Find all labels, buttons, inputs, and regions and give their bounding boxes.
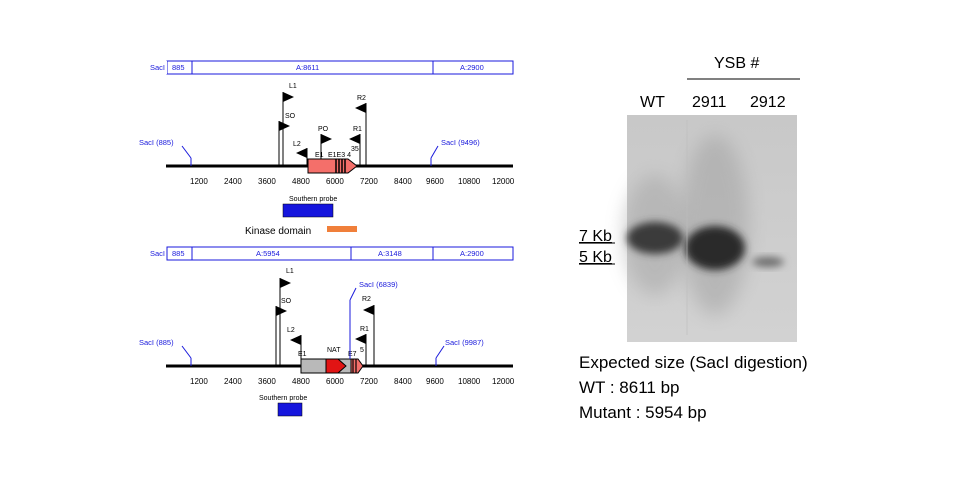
top-primer-r1: R1 bbox=[353, 126, 362, 133]
top-seg-a2900: A:2900 bbox=[460, 63, 484, 72]
bottom-tick: 10800 bbox=[458, 377, 481, 386]
top-site-9496: SacI (9496) bbox=[441, 138, 480, 147]
band-2911 bbox=[685, 226, 745, 270]
top-primer-po: PO bbox=[318, 126, 329, 133]
flag-icon bbox=[363, 305, 374, 315]
bottom-segment-bar: SacI 885 A:5954 A:3148 A:2900 bbox=[150, 246, 514, 261]
bottom-primer-l1: L1 bbox=[286, 268, 294, 275]
bottom-site-9987: SacI (9987) bbox=[445, 338, 484, 347]
flag-icon bbox=[279, 121, 290, 131]
bottom-tick: 12000 bbox=[492, 377, 515, 386]
flag-icon bbox=[355, 103, 366, 113]
nat-marker bbox=[325, 358, 347, 374]
top-tick: 10800 bbox=[458, 177, 481, 186]
top-tick: 4800 bbox=[292, 177, 310, 186]
blot-header: YSB # bbox=[714, 55, 759, 72]
bottom-seg-a5954: A:5954 bbox=[256, 249, 280, 258]
bottom-seg-885: 885 bbox=[172, 249, 185, 258]
top-exon-e3: E1E3 4 bbox=[328, 152, 351, 159]
bottom-tick: 8400 bbox=[394, 377, 412, 386]
bottom-probe-label: Southern probe bbox=[259, 395, 307, 402]
top-primers: L1 SO L2 PO R1 R2 bbox=[278, 83, 367, 166]
flag-icon bbox=[296, 148, 307, 158]
top-primer-so: SO bbox=[285, 113, 296, 120]
caption-line3: Mutant : 5954 bp bbox=[579, 403, 707, 422]
top-segment-bar: SacI 885 A:8611 A:2900 bbox=[138, 60, 514, 75]
lane-label-2912: 2912 bbox=[750, 94, 786, 111]
band-wt bbox=[627, 222, 683, 254]
flag-icon bbox=[355, 334, 366, 344]
southern-blot: YSB # WT 2911 2912 7 Kb 5 Kb bbox=[579, 55, 800, 342]
top-seg-a8611: A:8611 bbox=[296, 63, 319, 72]
bottom-sites: SacI (885) SacI (6839) SacI (9987) bbox=[139, 280, 484, 366]
bottom-tick: 9600 bbox=[426, 377, 444, 386]
top-seg-885: 885 bbox=[172, 63, 185, 72]
bottom-primer-r1: R1 bbox=[360, 326, 369, 333]
top-primer-l1: L1 bbox=[289, 83, 297, 90]
bottom-exon-e7: E7 bbox=[348, 351, 357, 358]
bottom-exon-e1: E1 bbox=[298, 351, 307, 358]
top-tick: 1200 bbox=[190, 177, 208, 186]
top-tick: 7200 bbox=[360, 177, 378, 186]
kinase-domain-label: Kinase domain bbox=[245, 226, 311, 237]
top-tick: 9600 bbox=[426, 177, 444, 186]
bottom-gene-tail bbox=[350, 358, 364, 374]
flag-icon bbox=[349, 134, 360, 144]
top-tick: 8400 bbox=[394, 177, 412, 186]
bottom-tick: 4800 bbox=[292, 377, 310, 386]
top-tick: 3600 bbox=[258, 177, 276, 186]
bottom-tick: 7200 bbox=[360, 377, 378, 386]
top-primer-r2: R2 bbox=[357, 95, 366, 102]
bottom-cassette: E1 NAT E7 5 bbox=[298, 347, 364, 374]
blot-image bbox=[623, 115, 797, 342]
bottom-primer-r2: R2 bbox=[362, 296, 371, 303]
top-tick: 2400 bbox=[224, 177, 242, 186]
lane-label-wt: WT bbox=[640, 94, 665, 111]
bottom-site-6839: SacI (6839) bbox=[359, 280, 398, 289]
bottom-southern-probe bbox=[277, 402, 303, 417]
top-exon-e1: E1 bbox=[315, 152, 324, 159]
top-exon-e5: 35 bbox=[351, 146, 359, 153]
bottom-axis: 1200 2400 3600 4800 6000 7200 8400 9600 … bbox=[190, 377, 515, 386]
bottom-map: SacI 885 A:5954 A:3148 A:2900 L1 SO L2 R… bbox=[139, 246, 515, 417]
bottom-primers: L1 SO L2 R1 R2 bbox=[275, 268, 375, 366]
caption: Expected size (SacI digestion) WT : 8611… bbox=[579, 353, 808, 422]
bottom-seg-a2900: A:2900 bbox=[460, 249, 484, 258]
top-gene: E1 E1E3 4 35 bbox=[307, 146, 359, 174]
flag-icon bbox=[276, 306, 287, 316]
bottom-primer-so: SO bbox=[281, 298, 292, 305]
flag-icon bbox=[280, 278, 291, 288]
top-tick: 6000 bbox=[326, 177, 344, 186]
top-axis: 1200 2400 3600 4800 6000 7200 8400 9600 … bbox=[190, 177, 515, 186]
caption-line1: Expected size (SacI digestion) bbox=[579, 353, 808, 372]
band-2912 bbox=[752, 257, 784, 267]
bottom-seg-saci: SacI bbox=[150, 249, 165, 258]
top-site-885: SacI (885) bbox=[139, 138, 174, 147]
bottom-site-885: SacI (885) bbox=[139, 338, 174, 347]
kinase-domain-bar bbox=[327, 226, 357, 232]
marker-7kb: 7 Kb bbox=[579, 228, 612, 245]
top-sites: SacI (885) SacI (9496) bbox=[139, 138, 480, 166]
bottom-tick: 3600 bbox=[258, 377, 276, 386]
top-seg-saci: SacI bbox=[150, 63, 165, 72]
caption-line2: WT : 8611 bp bbox=[579, 378, 679, 397]
bottom-tick: 6000 bbox=[326, 377, 344, 386]
flag-icon bbox=[321, 134, 332, 144]
bottom-primer-l2: L2 bbox=[287, 327, 295, 334]
top-probe-label: Southern probe bbox=[289, 196, 337, 203]
bottom-tick: 1200 bbox=[190, 377, 208, 386]
top-tick: 12000 bbox=[492, 177, 515, 186]
top-map: SacI 885 A:8611 A:2900 L1 SO L2 PO bbox=[138, 60, 515, 237]
top-southern-probe bbox=[282, 203, 334, 218]
lane-label-2911: 2911 bbox=[692, 94, 727, 111]
flag-icon bbox=[290, 335, 301, 345]
nat-label: NAT bbox=[327, 347, 341, 354]
flag-icon bbox=[283, 92, 294, 102]
bottom-seg-a3148: A:3148 bbox=[378, 249, 402, 258]
marker-5kb: 5 Kb bbox=[579, 249, 612, 266]
bottom-exon-e5: 5 bbox=[360, 347, 364, 354]
top-primer-l2: L2 bbox=[293, 141, 301, 148]
bottom-tick: 2400 bbox=[224, 377, 242, 386]
